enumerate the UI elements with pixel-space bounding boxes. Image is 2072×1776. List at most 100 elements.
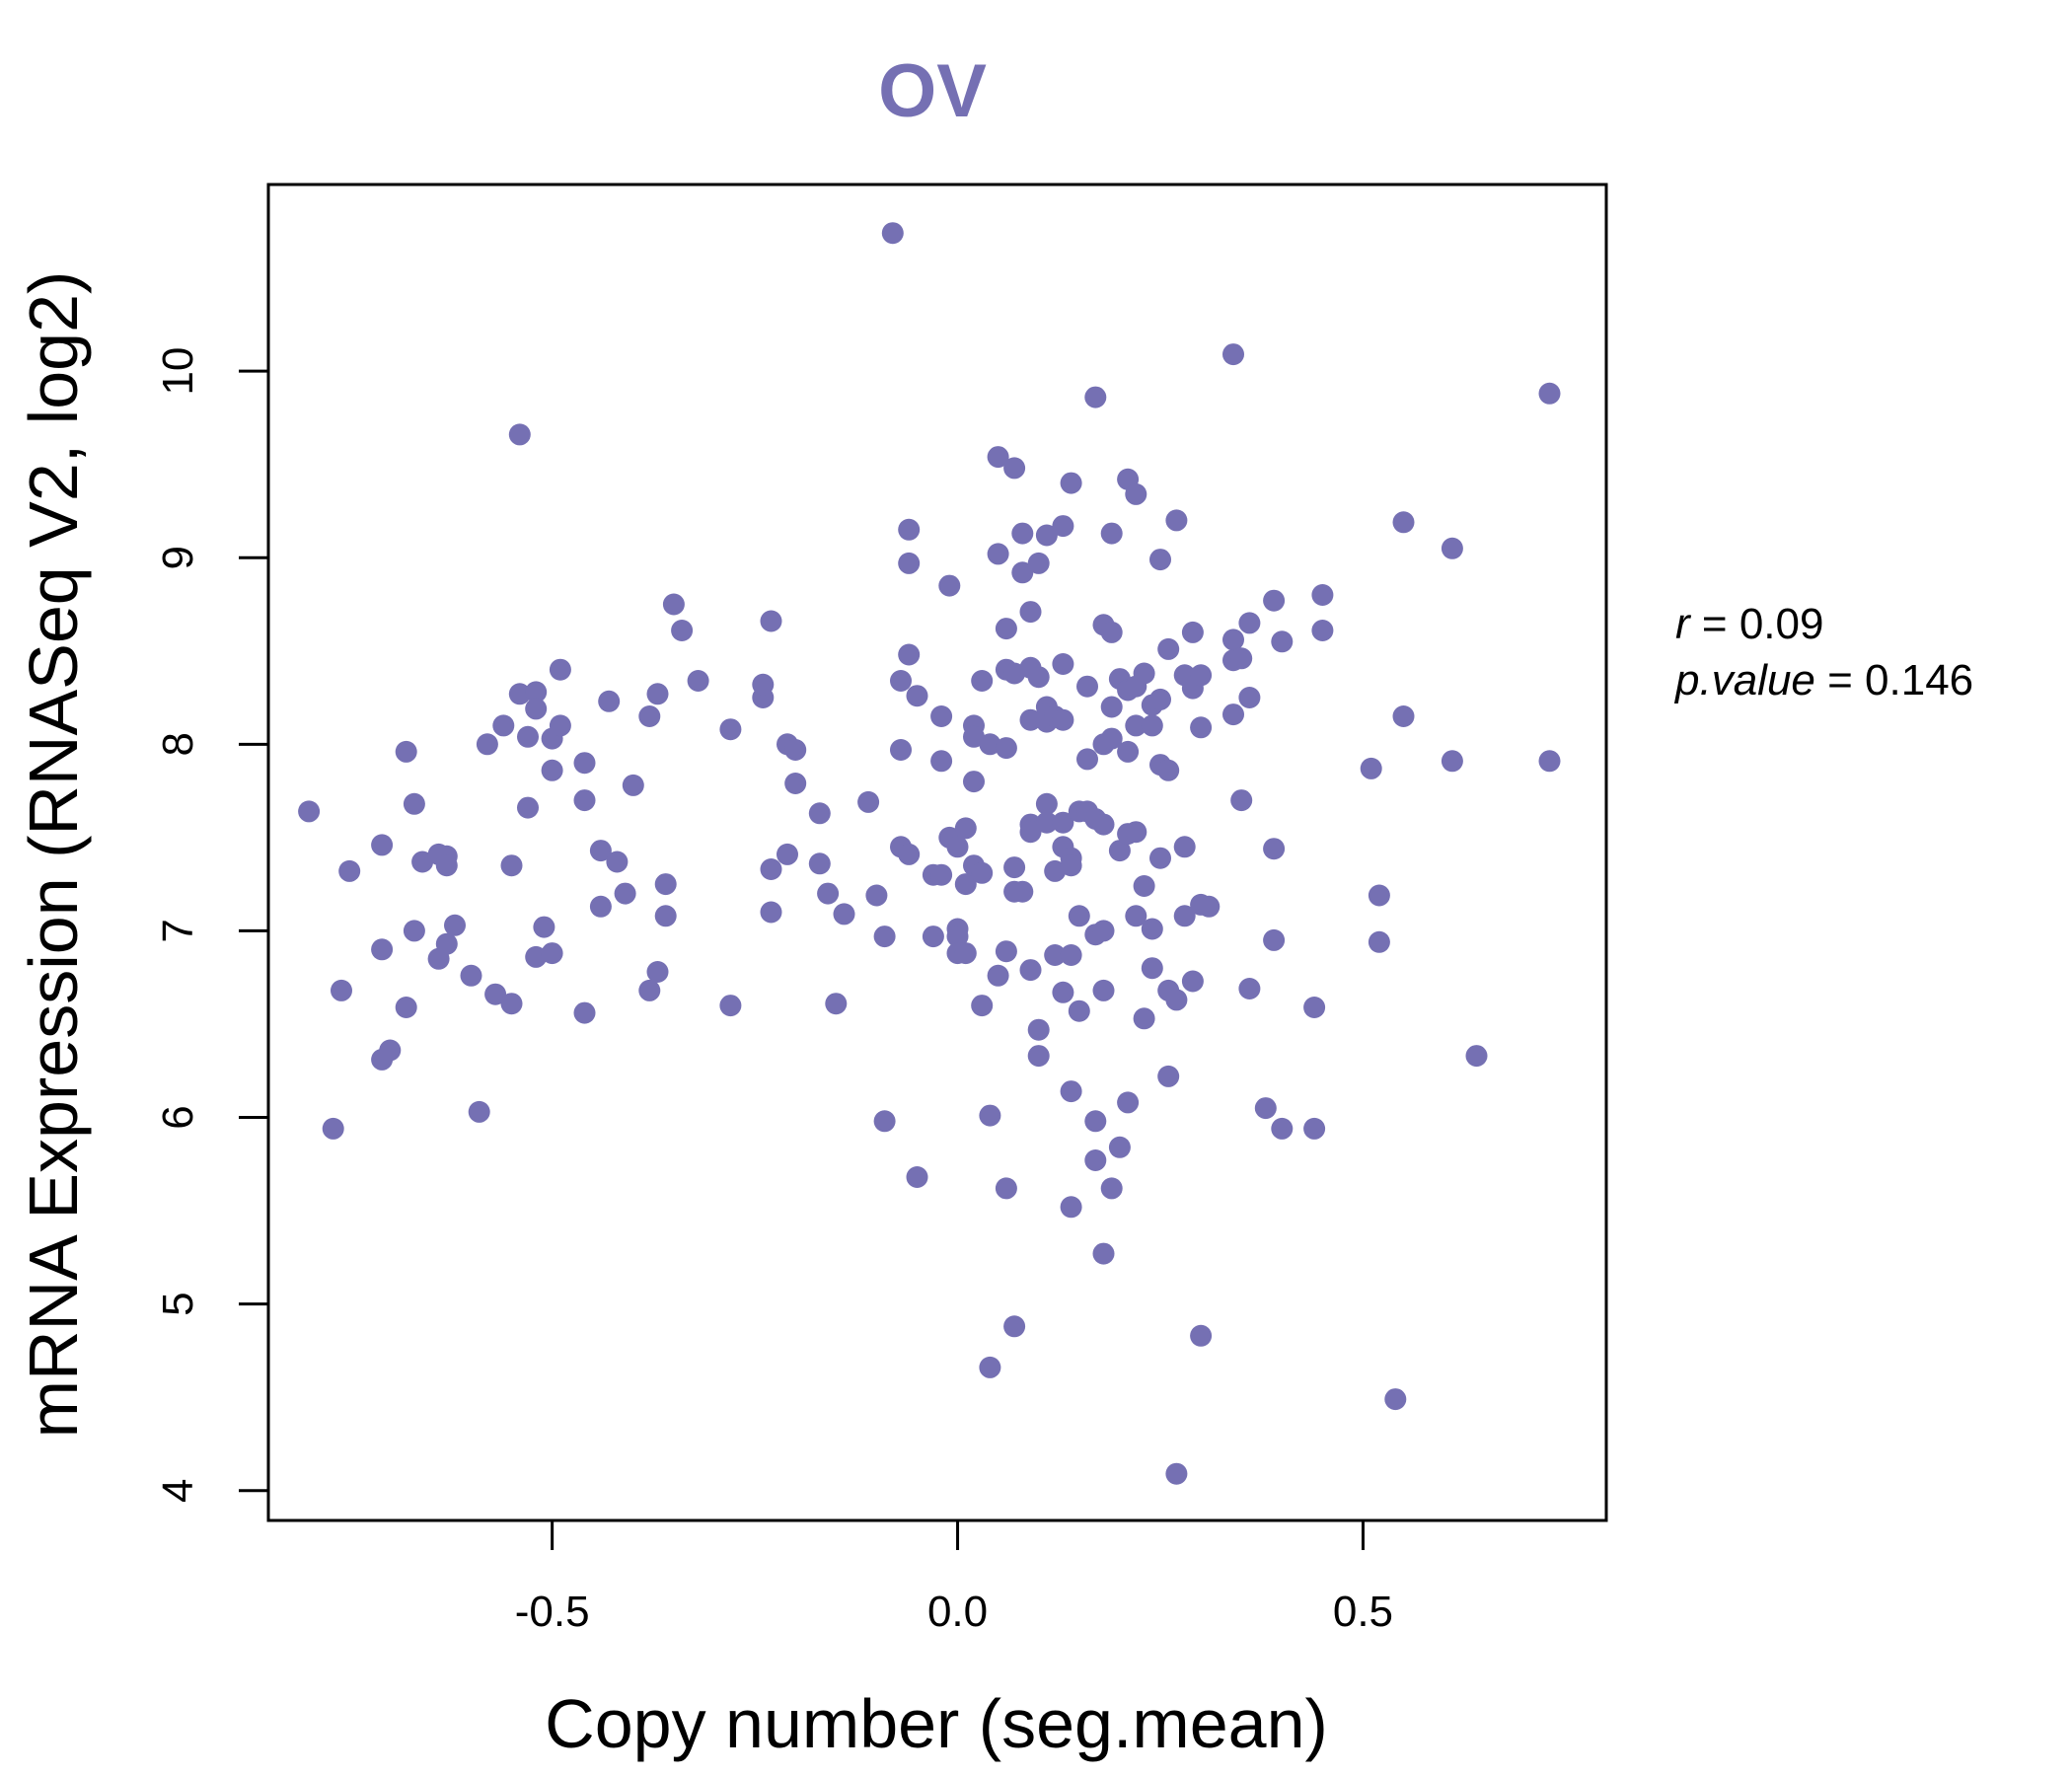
data-point [987, 543, 1009, 565]
data-point [1035, 792, 1058, 815]
x-tick-label: 0.0 [927, 1588, 988, 1636]
data-point [533, 916, 555, 938]
plot-area-frame [266, 183, 1608, 1522]
data-point [1092, 813, 1115, 836]
data-point [1060, 1080, 1082, 1103]
y-tick-label: 4 [154, 1479, 202, 1503]
data-point [1141, 918, 1163, 940]
data-point [1027, 666, 1050, 689]
p-equals: = [1827, 656, 1865, 704]
data-point [954, 873, 977, 896]
data-point [517, 725, 539, 748]
r-value: 0.09 [1739, 600, 1824, 648]
data-point [719, 718, 742, 741]
data-point [1368, 884, 1390, 907]
data-point [1222, 343, 1244, 366]
data-point [1019, 821, 1042, 844]
data-point [1100, 727, 1123, 750]
data-point [995, 940, 1017, 963]
data-point [760, 901, 782, 924]
data-point [1011, 880, 1034, 903]
data-point [1360, 757, 1382, 779]
x-axis: -0.5 0.0 0.5 [515, 1518, 1393, 1636]
data-point [898, 643, 921, 666]
data-point [1019, 959, 1042, 982]
data-point [622, 774, 644, 796]
data-point [1303, 1117, 1326, 1140]
data-point [1190, 664, 1213, 687]
data-point [995, 1177, 1017, 1200]
data-point [817, 882, 840, 905]
data-point [1100, 621, 1123, 643]
data-point [1230, 647, 1253, 670]
data-point [946, 836, 969, 858]
data-point [1003, 1315, 1026, 1338]
y-axis-label: mRNA Expression (RNASeq V2, log2) [15, 271, 92, 1439]
data-point [589, 840, 612, 862]
data-point [646, 961, 669, 983]
data-point [971, 861, 994, 884]
data-point [1538, 382, 1561, 405]
data-point [1052, 515, 1074, 538]
data-point [1311, 620, 1334, 641]
data-point [890, 670, 912, 692]
data-point [963, 771, 985, 793]
data-point [1052, 653, 1074, 675]
data-point [1263, 589, 1286, 612]
data-point [1157, 1065, 1180, 1087]
y-tick-label: 6 [154, 1105, 202, 1129]
data-point [930, 863, 953, 886]
data-point [1100, 1177, 1123, 1200]
data-point [873, 1110, 896, 1133]
data-point [833, 903, 855, 925]
data-point [1084, 1149, 1107, 1171]
data-point [1011, 561, 1034, 584]
data-point [719, 995, 742, 1017]
x-tick-label: 0.5 [1333, 1588, 1393, 1636]
y-axis: 4 5 6 7 8 9 10 [154, 347, 270, 1503]
data-point [638, 705, 661, 727]
data-point [1271, 1117, 1294, 1140]
data-point [549, 714, 571, 737]
data-point [1190, 716, 1213, 739]
data-point [573, 789, 596, 812]
data-point [541, 759, 563, 781]
data-point [379, 1039, 402, 1062]
y-tick-label: 8 [154, 732, 202, 756]
data-point [881, 222, 904, 245]
data-point [573, 1001, 596, 1024]
data-point [1157, 637, 1180, 660]
data-point [1027, 1045, 1050, 1068]
data-point [1052, 811, 1074, 834]
data-point [1068, 999, 1090, 1022]
data-point [1117, 1091, 1140, 1114]
data-point [517, 796, 539, 819]
data-point [646, 683, 669, 705]
data-point [1173, 836, 1196, 858]
data-point [1060, 854, 1082, 877]
data-point [687, 670, 709, 692]
data-point [654, 873, 677, 896]
data-point [508, 423, 531, 446]
x-axis-label: Copy number (seg.mean) [545, 1685, 1328, 1762]
data-point [1019, 601, 1042, 624]
data-point [971, 995, 994, 1017]
data-point [1238, 612, 1261, 634]
data-point [1157, 759, 1180, 781]
data-point [760, 858, 782, 880]
data-point [1108, 1136, 1131, 1158]
data-point [1141, 957, 1163, 980]
data-point [1100, 522, 1123, 545]
data-point [460, 964, 482, 987]
data-point [760, 610, 782, 632]
data-point [606, 851, 629, 873]
data-point [1311, 584, 1334, 606]
data-point [1068, 905, 1090, 927]
data-point [1271, 630, 1294, 653]
data-point [1149, 549, 1171, 571]
data-point [987, 964, 1009, 987]
data-point [1076, 748, 1098, 771]
data-point [1198, 895, 1221, 918]
data-point [1149, 688, 1171, 710]
